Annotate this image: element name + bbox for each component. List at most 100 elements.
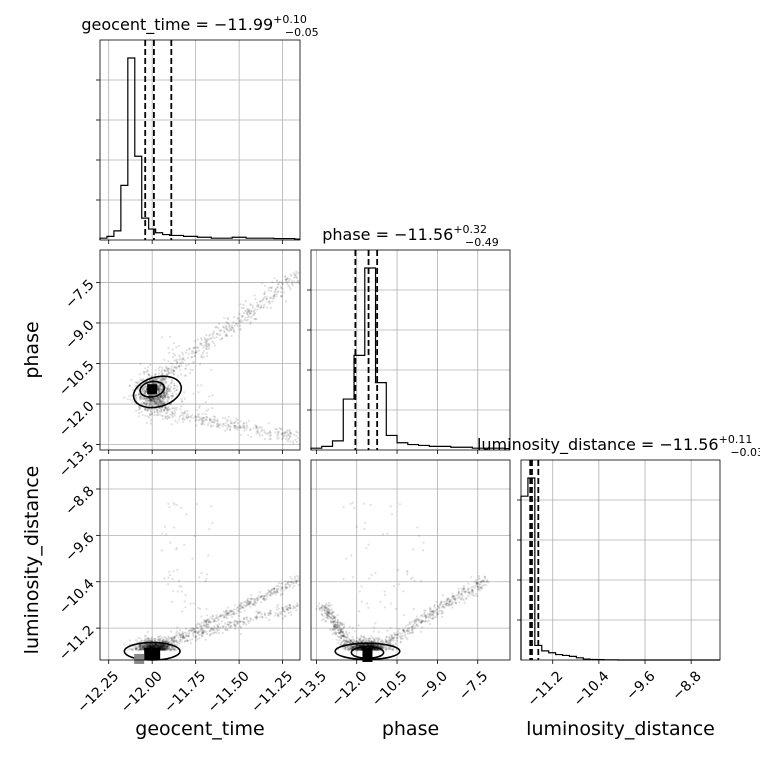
sample-point [417, 619, 420, 622]
sample-point [257, 427, 260, 430]
sample-point [289, 607, 292, 610]
sample-point [274, 427, 277, 431]
sample-point [276, 286, 279, 289]
sample-point [162, 401, 166, 404]
sample-point [142, 643, 145, 646]
sample-point [144, 367, 147, 370]
sample-point [205, 347, 208, 350]
sample-point [171, 646, 174, 649]
sample-point [154, 644, 157, 647]
sample-point [169, 367, 173, 370]
sample-point [163, 647, 166, 650]
sample-point [168, 408, 171, 411]
sample-point [167, 370, 170, 373]
sample-point [259, 307, 262, 310]
sample-point [165, 644, 168, 647]
sample-point [172, 369, 175, 372]
sample-point [265, 595, 269, 598]
sample-point [260, 306, 263, 309]
sample-point [208, 334, 211, 337]
sample-point [162, 649, 166, 652]
sample-point [451, 606, 454, 609]
sample-point [239, 425, 242, 428]
sample-point [264, 594, 267, 597]
sample-point [269, 592, 272, 595]
panel-frame-r2c2 [520, 459, 721, 661]
sample-point [199, 363, 202, 366]
sample-point [370, 644, 373, 647]
sample-point [170, 637, 173, 640]
sample-point [146, 645, 149, 648]
sample-point [139, 644, 142, 647]
sample-point [205, 415, 209, 418]
sample-point [138, 379, 141, 382]
ytick-label-phase-2: −10.5 [56, 358, 98, 400]
sample-point [423, 611, 426, 614]
sample-point [280, 582, 283, 585]
sample-point [383, 606, 387, 609]
sample-point [201, 416, 204, 419]
sample-point [231, 326, 234, 329]
sample-point [165, 391, 168, 394]
sample-point [261, 299, 264, 302]
sample-point [192, 627, 195, 631]
sample-point [233, 624, 236, 627]
sample-point [213, 619, 216, 622]
sample-point [280, 281, 283, 284]
sample-point [182, 635, 185, 638]
sample-point [276, 591, 279, 594]
sample-point [167, 640, 170, 643]
sample-point [285, 605, 289, 608]
sample-point [379, 640, 382, 643]
sample-point [150, 410, 153, 413]
sample-point [156, 400, 159, 403]
sample-point [168, 384, 171, 387]
sample-point [232, 321, 235, 324]
sample-point [141, 644, 144, 647]
sample-point [148, 403, 152, 406]
sample-point [342, 577, 345, 581]
sample-point [263, 612, 266, 615]
sample-point [154, 644, 157, 647]
sample-point [229, 626, 232, 629]
sample-point [163, 640, 166, 644]
sample-point [145, 401, 148, 404]
sample-point [206, 623, 209, 626]
sample-point [357, 624, 360, 627]
sample-point [162, 646, 165, 649]
sample-point [343, 635, 346, 639]
sample-point [153, 401, 156, 404]
sample-point [248, 312, 251, 315]
sample-point [159, 378, 162, 381]
sample-point [211, 336, 214, 339]
sample-point [161, 394, 164, 397]
sample-point [175, 640, 178, 643]
sample-point [161, 401, 164, 404]
sample-point [233, 315, 236, 319]
sample-point [239, 605, 242, 608]
sample-point [359, 637, 362, 640]
sample-point [166, 384, 170, 387]
sample-point [341, 634, 344, 638]
sample-point [201, 635, 204, 638]
sample-point [389, 602, 392, 605]
sample-point [134, 647, 138, 650]
sample-point [161, 373, 164, 376]
sample-point [173, 412, 177, 415]
sample-point [208, 633, 211, 636]
sample-point [198, 418, 201, 421]
sample-point [147, 643, 150, 647]
sample-point [143, 639, 146, 643]
sample-point [273, 590, 276, 594]
sample-point [206, 626, 209, 629]
sample-point [154, 399, 157, 402]
sample-point [157, 643, 160, 646]
sample-point [209, 420, 212, 423]
sample-point [243, 617, 246, 620]
sample-point [446, 604, 449, 607]
xtick-label-geocent_time-3: −11.50 [205, 668, 253, 716]
sample-point [157, 387, 160, 390]
sample-point [139, 645, 142, 648]
sample-point [158, 390, 161, 393]
sample-point [178, 639, 181, 642]
